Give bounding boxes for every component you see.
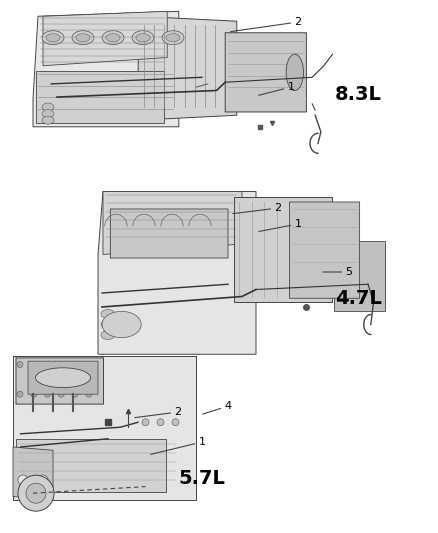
Polygon shape (103, 191, 242, 254)
Text: 1: 1 (259, 219, 301, 231)
Text: 1: 1 (151, 437, 205, 454)
FancyBboxPatch shape (16, 358, 103, 404)
Ellipse shape (162, 31, 184, 45)
Ellipse shape (101, 320, 115, 329)
Circle shape (86, 361, 92, 367)
Circle shape (72, 391, 78, 397)
Ellipse shape (132, 31, 154, 45)
FancyBboxPatch shape (225, 33, 307, 112)
Circle shape (26, 483, 46, 503)
Circle shape (45, 391, 50, 397)
Ellipse shape (42, 110, 54, 118)
Circle shape (18, 475, 54, 511)
Polygon shape (33, 11, 179, 127)
Circle shape (172, 419, 179, 426)
Circle shape (38, 475, 48, 485)
Circle shape (31, 391, 37, 397)
Circle shape (17, 361, 23, 367)
FancyBboxPatch shape (290, 202, 360, 298)
Ellipse shape (42, 103, 54, 111)
Circle shape (18, 475, 28, 485)
Circle shape (142, 419, 149, 426)
Ellipse shape (136, 34, 150, 42)
FancyBboxPatch shape (233, 197, 332, 302)
Polygon shape (138, 16, 237, 120)
Text: 4: 4 (203, 401, 232, 414)
Ellipse shape (102, 31, 124, 45)
Ellipse shape (35, 368, 91, 387)
Bar (16, 439, 166, 491)
Ellipse shape (166, 34, 180, 42)
Circle shape (31, 361, 37, 367)
Circle shape (58, 361, 64, 367)
Ellipse shape (42, 31, 64, 45)
Circle shape (58, 391, 64, 397)
Ellipse shape (42, 116, 54, 124)
Text: 1: 1 (259, 82, 294, 95)
Ellipse shape (72, 31, 94, 45)
Ellipse shape (102, 311, 141, 337)
Text: 8.3L: 8.3L (335, 85, 382, 104)
FancyBboxPatch shape (28, 361, 98, 394)
Polygon shape (43, 11, 167, 66)
Bar (36, 71, 164, 124)
Polygon shape (98, 191, 256, 354)
Circle shape (157, 419, 164, 426)
Text: 5.7L: 5.7L (178, 469, 225, 488)
Ellipse shape (101, 330, 115, 340)
Polygon shape (13, 447, 53, 500)
Circle shape (17, 391, 23, 397)
Ellipse shape (106, 34, 120, 42)
FancyBboxPatch shape (110, 209, 228, 258)
FancyBboxPatch shape (334, 240, 385, 311)
Text: 4.7L: 4.7L (335, 288, 382, 308)
Circle shape (86, 391, 92, 397)
Text: 2: 2 (135, 407, 182, 418)
Polygon shape (13, 356, 195, 500)
Ellipse shape (76, 34, 90, 42)
Circle shape (45, 361, 50, 367)
Ellipse shape (101, 310, 115, 319)
Circle shape (72, 361, 78, 367)
Text: 2: 2 (233, 203, 282, 214)
Text: 2: 2 (231, 17, 301, 31)
Text: 5: 5 (323, 267, 353, 277)
Ellipse shape (286, 54, 304, 91)
Ellipse shape (46, 34, 60, 42)
